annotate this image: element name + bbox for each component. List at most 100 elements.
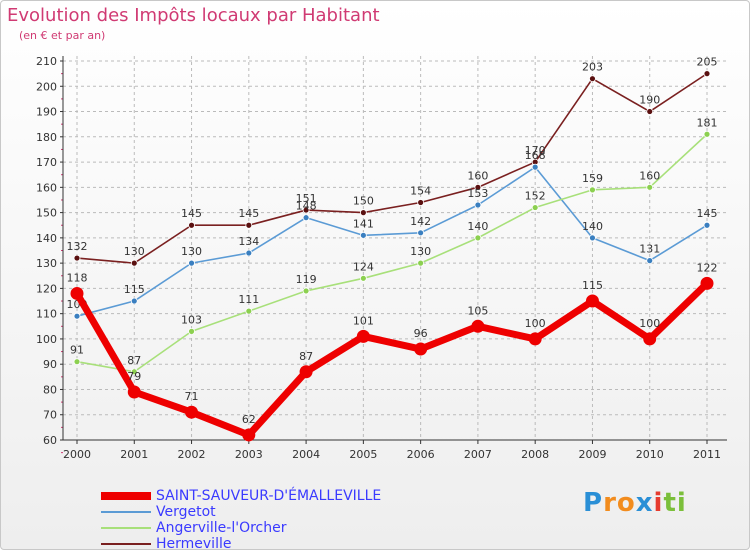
data-label: 96	[414, 327, 428, 340]
data-point	[417, 229, 425, 237]
x-tick-label: 2008	[521, 448, 549, 461]
data-point	[130, 368, 138, 376]
data-point	[703, 70, 711, 78]
data-point	[703, 221, 711, 229]
data-point	[73, 312, 81, 320]
legend-swatch	[101, 527, 151, 529]
data-label: 151	[296, 192, 317, 205]
data-label: 160	[639, 169, 660, 182]
data-label: 190	[639, 94, 660, 107]
data-point	[73, 358, 81, 366]
data-point	[359, 274, 367, 282]
data-label: 130	[410, 245, 431, 258]
y-tick-label: 150	[36, 207, 57, 220]
legend-label: Angerville-l'Orcher	[156, 520, 287, 536]
chart-title: Evolution des Impôts locaux par Habitant	[7, 5, 380, 26]
data-label: 130	[124, 245, 145, 258]
data-point	[474, 234, 482, 242]
proxiti-logo: Proxiti	[583, 488, 687, 518]
x-tick-label: 2000	[63, 448, 91, 461]
data-label: 111	[238, 293, 259, 306]
logo-letter: o	[616, 488, 636, 518]
y-tick-label: 140	[36, 232, 57, 245]
data-label: 71	[185, 390, 199, 403]
data-label: 62	[242, 413, 256, 426]
data-point	[589, 186, 596, 194]
y-tick-label: 60	[43, 434, 57, 447]
legend-swatch	[101, 511, 151, 513]
legend-label: Vergetot	[156, 504, 216, 520]
x-tick-label: 2004	[292, 448, 320, 461]
data-label: 154	[410, 184, 431, 197]
data-label: 168	[525, 149, 546, 162]
legend-swatch	[101, 543, 151, 545]
y-tick-label: 90	[43, 358, 57, 371]
data-point	[188, 259, 195, 267]
logo-letter: i	[676, 488, 687, 518]
y-tick-label: 110	[36, 308, 57, 321]
data-point	[414, 342, 428, 356]
x-tick-label: 2005	[349, 448, 377, 461]
data-point	[589, 75, 596, 83]
data-label: 87	[127, 354, 141, 367]
data-label: 87	[299, 350, 313, 363]
data-label: 153	[467, 187, 488, 200]
x-tick-label: 2011	[693, 448, 721, 461]
data-label: 105	[467, 304, 488, 317]
data-point	[703, 130, 711, 138]
data-point	[646, 108, 654, 115]
data-point	[359, 231, 367, 239]
logo-letter: x	[635, 488, 654, 518]
data-label: 150	[353, 195, 374, 208]
data-point	[245, 249, 253, 257]
y-tick-label: 170	[36, 156, 57, 169]
y-tick-label: 210	[36, 55, 57, 68]
y-tick-label: 120	[36, 282, 57, 295]
data-label: 100	[525, 317, 546, 330]
data-label: 159	[582, 172, 603, 185]
data-point	[245, 307, 253, 315]
data-label: 160	[467, 169, 488, 182]
data-point	[643, 332, 657, 346]
data-label: 148	[296, 200, 317, 213]
data-label: 134	[238, 235, 259, 248]
series-line	[73, 279, 711, 439]
series-line	[76, 72, 708, 264]
x-tick-label: 2006	[407, 448, 435, 461]
y-tick-label: 160	[36, 181, 57, 194]
data-point	[188, 327, 195, 335]
chart-subtitle: (en € et par an)	[19, 29, 106, 42]
legend-label: SAINT-SAUVEUR-D'ÉMALLEVILLE	[156, 488, 382, 504]
data-label: 115	[124, 283, 145, 296]
data-label: 119	[296, 273, 317, 286]
data-label: 141	[353, 217, 374, 230]
x-tick-label: 2007	[464, 448, 492, 461]
y-tick-label: 130	[36, 257, 57, 270]
data-point	[73, 254, 81, 262]
series-line	[76, 166, 708, 317]
data-label: 100	[639, 317, 660, 330]
data-label: 124	[353, 260, 374, 273]
x-tick-label: 2002	[178, 448, 206, 461]
data-point	[185, 405, 199, 419]
data-point	[417, 199, 425, 206]
series-line	[76, 133, 708, 373]
data-label: 140	[582, 220, 603, 233]
data-point	[531, 163, 539, 171]
logo-letter: r	[603, 488, 617, 518]
data-label: 79	[127, 370, 141, 383]
data-label: 130	[181, 245, 202, 258]
data-point	[646, 183, 654, 191]
data-point	[299, 365, 313, 379]
data-label: 145	[238, 207, 259, 220]
data-point	[589, 234, 596, 242]
logo-letter: P	[583, 488, 604, 518]
data-label: 122	[697, 261, 718, 274]
y-tick-label: 180	[36, 131, 57, 144]
data-point	[528, 332, 542, 346]
data-label: 181	[697, 116, 718, 129]
data-label: 131	[639, 243, 660, 256]
data-point	[359, 209, 367, 217]
